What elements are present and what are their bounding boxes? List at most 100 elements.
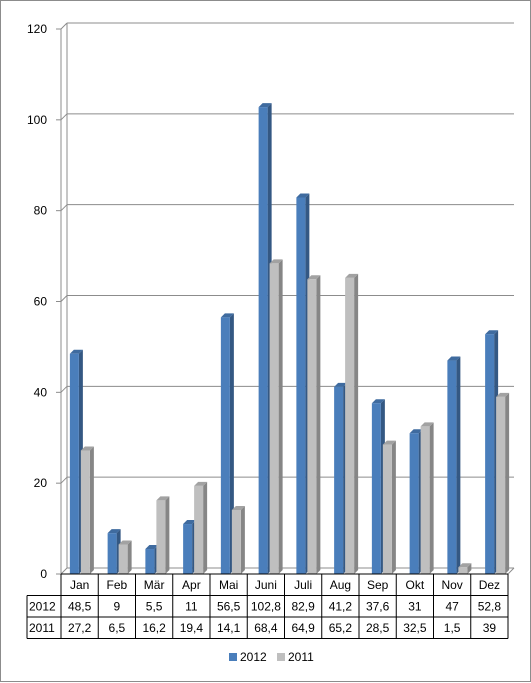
gridline-depth — [60, 22, 68, 30]
table-series-label: 2011 — [29, 621, 55, 635]
category-label: Mär — [144, 578, 165, 592]
data-label: 47 — [445, 600, 459, 614]
data-label: 37,6 — [366, 600, 390, 614]
bar-2011-Mai — [231, 505, 245, 574]
category-label: Apr — [182, 578, 201, 592]
bar-2012-Mai — [220, 313, 234, 574]
floor-right-edge — [507, 567, 515, 575]
bar-2011-Sep — [382, 440, 396, 574]
bar-2011-Dez — [496, 392, 510, 574]
y-tick-label: 0 — [40, 567, 47, 581]
category-label: Juni — [255, 578, 277, 592]
bar-top — [145, 545, 159, 550]
bar-front — [231, 509, 241, 574]
data-label: 19,4 — [180, 621, 204, 635]
data-label: 9 — [114, 600, 121, 614]
bar-top — [69, 349, 83, 354]
bar-front — [258, 107, 268, 574]
bar-front — [269, 263, 279, 574]
bar-top — [496, 392, 510, 397]
bar-front — [485, 334, 495, 574]
bar-side — [89, 446, 94, 574]
bar-front — [447, 360, 457, 574]
bar-side — [354, 273, 359, 574]
bar-2011-Jan — [80, 446, 94, 574]
bar-front — [69, 353, 79, 574]
data-label: 52,8 — [478, 600, 502, 614]
bar-side — [278, 259, 283, 574]
table-series-label: 2012 — [29, 600, 56, 614]
bar-2011-Juli — [307, 275, 321, 574]
y-tick-label: 20 — [34, 476, 48, 490]
category-label: Feb — [107, 578, 128, 592]
bar-2011-Apr — [194, 481, 208, 574]
gridline-depth — [60, 204, 68, 212]
bar-front — [382, 444, 392, 574]
bar-side — [127, 540, 132, 574]
bar-top — [220, 313, 234, 318]
bar-side — [456, 356, 461, 574]
bar-front — [420, 426, 430, 574]
data-table: Jan Feb Mär Apr Mai Juni Juli Aug Sep Okt Nov Dez 20… — [26, 573, 509, 639]
bar-2012-Nov — [447, 356, 461, 574]
data-label: 48,5 — [68, 600, 92, 614]
bar-top — [156, 496, 170, 501]
category-label: Mai — [219, 578, 238, 592]
y-tick-label: 60 — [34, 295, 48, 309]
data-label: 14,1 — [217, 621, 241, 635]
bar-top — [107, 529, 121, 534]
bar-top — [447, 356, 461, 361]
category-label: Dez — [479, 578, 500, 592]
bar-2011-Feb — [118, 540, 132, 574]
bar-top — [345, 273, 359, 278]
bar-top — [80, 446, 94, 451]
bar-front — [496, 396, 506, 574]
legend-swatch — [229, 653, 237, 661]
bar-top — [258, 103, 272, 108]
gridline-depth — [60, 295, 68, 302]
data-label: 32,5 — [403, 621, 427, 635]
data-label: 82,9 — [291, 600, 315, 614]
bar-top — [409, 429, 423, 434]
bar-top — [371, 399, 385, 404]
bar-front — [145, 549, 155, 574]
bar-side — [240, 505, 245, 574]
bars — [69, 103, 510, 574]
data-label: 28,5 — [366, 621, 390, 635]
category-label: Sep — [367, 578, 389, 592]
category-label: Aug — [330, 578, 351, 592]
bar-side — [203, 481, 208, 574]
bar-2011-Aug — [345, 273, 359, 574]
y-tick-label: 40 — [34, 385, 48, 399]
bar-front — [334, 386, 344, 574]
bar-front — [156, 500, 166, 574]
bar-front — [458, 567, 468, 574]
bar-front — [80, 450, 90, 574]
bar-top — [296, 193, 310, 198]
bar-front — [118, 544, 128, 574]
data-label: 56,5 — [217, 600, 241, 614]
legend-label: 2011 — [288, 650, 314, 664]
bar-top — [307, 275, 321, 280]
bar-front — [183, 524, 193, 574]
bar-front — [345, 277, 355, 574]
gridlines — [60, 22, 515, 575]
bar-top — [334, 382, 348, 387]
category-label: Nov — [441, 578, 462, 592]
data-label: 6,5 — [109, 621, 126, 635]
bar-front — [107, 533, 117, 574]
data-label: 11 — [185, 600, 198, 614]
data-label: 16,2 — [142, 621, 166, 635]
bar-side — [391, 440, 396, 574]
bar-side — [467, 563, 472, 574]
y-tick-label: 100 — [27, 113, 47, 127]
category-label: Juli — [294, 578, 312, 592]
bar-2011-Okt — [420, 422, 434, 574]
legend-swatch — [277, 653, 285, 661]
y-tick-label: 120 — [27, 22, 47, 36]
bar-top — [183, 520, 197, 525]
bar-front — [371, 403, 381, 574]
bar-front — [296, 197, 306, 574]
